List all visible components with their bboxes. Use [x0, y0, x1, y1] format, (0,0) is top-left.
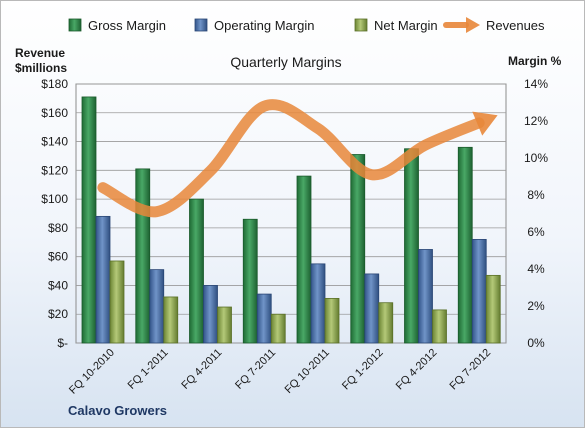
right-tick-label: 6% [527, 225, 545, 239]
legend-label-net-margin: Net Margin [374, 18, 438, 33]
category-label: FQ 10-2011 [283, 347, 332, 396]
left-tick-label: $140 [41, 135, 68, 149]
revenues-line-group [97, 99, 498, 218]
gross-margin-bar [404, 148, 419, 344]
net-margin-bar [270, 313, 286, 344]
operating-margin-bar [203, 285, 218, 344]
left-tick-label: $120 [41, 163, 68, 177]
gross-margin-bar [296, 175, 312, 344]
left-axis-ticks: $- $20 $40 $60 $80 $100 $120 $140 $160 $180 [41, 77, 68, 350]
gross-margin-bar [81, 96, 97, 344]
right-tick-label: 12% [524, 114, 548, 128]
right-axis-ticks: 0% 2% 4% 6% 8% 10% 12% 14% [524, 77, 548, 350]
left-tick-label: $- [57, 336, 68, 350]
net-margin-bar [432, 309, 447, 344]
right-tick-label: 10% [524, 151, 548, 165]
right-axis-title: Margin % [508, 54, 562, 68]
operating-margin-bar [418, 249, 433, 344]
left-axis-title-line1: Revenue [15, 46, 65, 60]
legend-label-gross-margin: Gross Margin [88, 18, 166, 33]
revenues-arrowhead [472, 111, 498, 136]
legend-swatch-gross-margin [68, 18, 82, 32]
legend-label-operating-margin: Operating Margin [214, 18, 314, 33]
right-tick-label: 2% [527, 299, 545, 313]
left-tick-label: $40 [48, 278, 68, 292]
legend: Gross Margin Operating Margin Net Margin… [68, 17, 545, 33]
legend-swatch-net-margin [354, 18, 368, 32]
operating-margin-bar [471, 238, 487, 344]
legend-swatch-operating-margin [194, 18, 208, 32]
net-margin-bar [485, 274, 501, 344]
operating-margin-bar [310, 263, 326, 344]
net-margin-bar [217, 306, 232, 344]
left-tick-label: $80 [48, 221, 68, 235]
left-tick-label: $180 [41, 77, 68, 91]
left-tick-label: $60 [48, 250, 68, 264]
gross-margin-bar [135, 168, 151, 344]
net-margin-bar [324, 297, 340, 344]
right-tick-label: 14% [524, 77, 548, 91]
right-tick-label: 4% [527, 262, 545, 276]
operating-margin-bar [256, 293, 272, 344]
category-label: FQ 7-2012 [448, 347, 494, 393]
operating-margin-bar [95, 215, 111, 344]
left-axis-title-line2: $millions [15, 61, 67, 75]
net-margin-bar [378, 302, 394, 344]
left-tick-label: $100 [41, 192, 68, 206]
gross-margin-bar [189, 198, 204, 344]
gross-margin-bar [350, 154, 366, 344]
net-margin-bar [109, 260, 125, 344]
operating-margin-bar [149, 269, 165, 344]
category-labels: FQ 10-2010 FQ 1-2011 FQ 4-2011 FQ 7-2011 FQ … [67, 347, 493, 397]
net-margin-bar [163, 296, 179, 344]
category-label: FQ 1-2011 [126, 347, 171, 392]
legend-arrowhead-revenues [466, 17, 480, 33]
chart-title: Quarterly Margins [230, 54, 341, 70]
category-label: FQ 4-2011 [179, 347, 224, 392]
company-label: Calavo Growers [68, 403, 167, 418]
right-tick-label: 0% [527, 336, 545, 350]
revenues-line [97, 99, 485, 218]
left-tick-label: $20 [48, 307, 68, 321]
legend-label-revenues: Revenues [486, 18, 545, 33]
bars [81, 96, 501, 344]
category-label: FQ 1-2012 [340, 347, 386, 393]
category-label: FQ 10-2010 [67, 347, 117, 397]
right-tick-label: 8% [527, 188, 545, 202]
gross-margin-bar [242, 218, 258, 344]
left-tick-label: $160 [41, 106, 68, 120]
category-label: FQ 7-2011 [233, 347, 278, 392]
operating-margin-bar [364, 273, 380, 344]
category-label: FQ 4-2012 [394, 347, 440, 393]
gross-margin-bar [457, 146, 473, 344]
